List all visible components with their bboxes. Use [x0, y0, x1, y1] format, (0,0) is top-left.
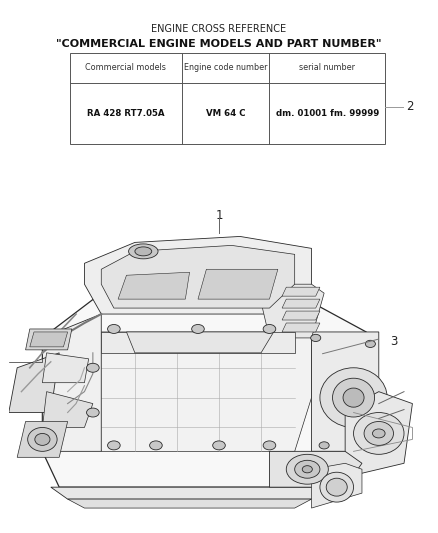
Text: 2: 2 — [406, 100, 413, 113]
Text: VM 64 C: VM 64 C — [206, 109, 245, 118]
Text: RA 428 RT7.05A: RA 428 RT7.05A — [87, 109, 165, 118]
Text: 1: 1 — [215, 209, 223, 222]
Text: "COMMERCIAL ENGINE MODELS AND PART NUMBER": "COMMERCIAL ENGINE MODELS AND PART NUMBE… — [56, 39, 382, 49]
Bar — [70, 53, 385, 144]
Text: Commercial models: Commercial models — [85, 63, 166, 72]
Text: Engine code number: Engine code number — [184, 63, 267, 72]
Text: ENGINE CROSS REFERENCE: ENGINE CROSS REFERENCE — [152, 25, 286, 34]
Text: 3: 3 — [391, 335, 398, 348]
Text: dm. 01001 fm. 99999: dm. 01001 fm. 99999 — [276, 109, 379, 118]
Text: serial number: serial number — [300, 63, 355, 72]
